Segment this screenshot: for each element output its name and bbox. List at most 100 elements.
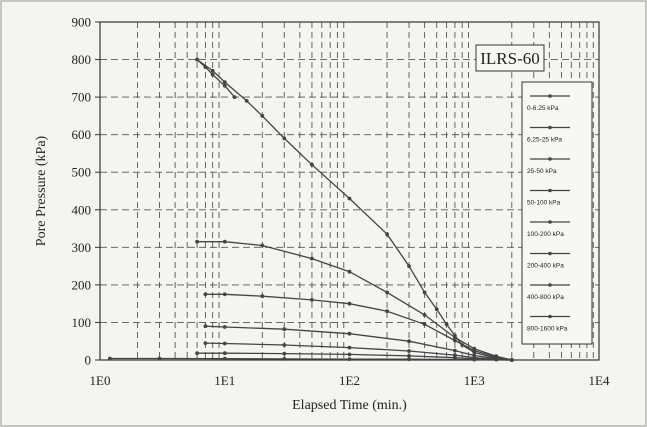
x-tick-label: 1E0 [90,373,111,388]
legend-marker [548,125,552,130]
x-tick-labels: 1E0 1E1 1E2 1E3 1E4 [90,373,610,388]
series-point [472,346,477,351]
series-point [203,65,208,69]
legend-entry: 100-200 kPa [527,231,564,238]
series-point [222,356,227,361]
y-tick-label: 800 [72,52,92,67]
y-tick-label: 500 [72,165,92,180]
series-point [385,232,389,237]
legend-marker [548,157,552,161]
y-tick-label: 600 [72,127,92,142]
legend-entry: 400-800 kPa [527,294,564,301]
series-point [222,351,227,356]
legend-marker [548,251,552,256]
sample-id-badge: ILRS-60 [475,44,545,72]
series-point [347,357,352,361]
y-tick-label: 200 [72,277,92,292]
series-point [385,309,389,314]
series-point [407,357,411,362]
series-point [222,239,227,244]
series-point [494,356,499,360]
series-point [282,357,287,361]
series-point [422,290,427,295]
series-point [195,351,200,356]
series-point [157,356,162,361]
series-point [310,298,314,302]
series-point [347,196,352,201]
series-point [244,99,249,103]
legend-entry: 6.25-25 kPa [527,137,562,144]
series-line [109,357,512,361]
series-point [460,343,465,347]
series-point [310,162,314,167]
legend-marker [548,314,552,319]
series-point [232,95,237,99]
y-tick-label: 100 [72,315,92,330]
series-point [310,256,314,261]
legend-marker [548,283,552,287]
series-point [347,352,352,357]
series-line [196,59,236,98]
series-point [509,358,514,362]
series-point [347,301,352,306]
series-line [205,293,512,361]
series-point [472,350,477,355]
series-point [260,243,265,248]
series-point [203,324,208,329]
series-point [472,353,477,358]
series-point [347,331,352,336]
series-point [453,353,457,357]
series-point [260,114,265,118]
y-tick-label: 0 [85,353,92,368]
series-point [407,264,411,268]
series-point [453,355,457,360]
series-point [210,68,215,73]
series-point [385,290,389,295]
series-point [453,333,457,338]
y-axis-title: Pore Pressure (kPa) [34,135,49,246]
series-point [282,327,287,332]
y-tick-label: 900 [72,15,92,30]
y-tick-label: 700 [72,90,92,105]
legend-marker [548,188,552,193]
legend-entry: 50-100 kPa [527,200,561,207]
series-point [210,72,215,77]
sample-id-label: ILRS-60 [480,49,540,68]
series-point [453,338,457,343]
series-point [222,292,227,297]
series-point [407,354,411,358]
legend-box [521,81,593,345]
legend: 0-6.25 kPa 6.25-25 kPa 25-50 kPa 50-100 kPa… [521,81,593,345]
x-tick-label: 1E2 [339,373,360,388]
series-point [282,351,287,356]
series-line [197,241,512,361]
series-point [260,294,265,299]
series-point [203,341,208,345]
x-tick-label: 1E3 [464,373,485,388]
series-point [203,292,208,297]
series-point [195,239,200,244]
y-tick-labels: 0 100 200 300 400 500 600 700 800 900 [72,15,100,368]
x-tick-label: 1E4 [589,373,610,388]
legend-entry: 200-400 kPa [527,263,564,270]
series-point [407,349,411,353]
series-point [222,80,227,84]
series-point [407,339,411,344]
series-point [453,348,457,353]
y-tick-label: 400 [72,202,92,217]
series-lines [108,57,514,362]
series-point [422,313,427,317]
series-point [108,356,112,361]
legend-entry: 25-50 kPa [527,168,557,175]
legend-marker [548,94,552,98]
series-point [422,322,427,327]
series-point [195,57,200,62]
sample-id-box [475,44,545,72]
series-point [222,325,227,329]
series-point [222,83,227,88]
x-axis-title: Elapsed Time (min.) [292,398,407,413]
series-point [444,322,449,327]
